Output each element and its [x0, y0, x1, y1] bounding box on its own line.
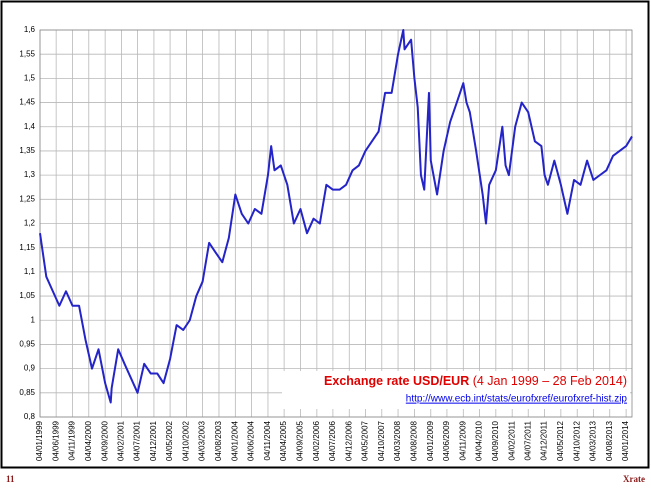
x-tick-label: 04/02/2001 [117, 420, 126, 461]
x-tick-label: 04/06/2004 [247, 420, 256, 461]
x-tick-label: 04/09/2005 [296, 420, 305, 461]
x-tick-label: 04/09/2000 [100, 420, 109, 461]
x-tick-label: 04/04/2005 [279, 420, 288, 461]
x-tick-label: 04/07/2006 [328, 420, 337, 461]
x-tick-label: 04/01/2014 [621, 420, 630, 461]
y-tick-label: 0,9 [24, 364, 36, 373]
page-number: 11 [6, 474, 15, 484]
y-tick-label: 0,95 [19, 340, 35, 349]
annotation-period: (4 Jan 1999 – 28 Feb 2014) [473, 374, 627, 388]
y-tick-label: 1,35 [19, 146, 35, 155]
x-tick-label: 04/07/2001 [133, 420, 142, 461]
x-tick-label: 04/12/2001 [149, 420, 158, 461]
y-tick-label: 1,3 [24, 170, 36, 179]
x-tick-label: 04/06/2009 [442, 420, 451, 461]
x-tick-label: 04/03/2008 [393, 420, 402, 461]
y-tick-label: 1,25 [19, 194, 35, 203]
y-tick-label: 1,4 [24, 122, 36, 131]
y-tick-label: 1,45 [19, 98, 35, 107]
x-tick-label: 04/02/2006 [312, 420, 321, 461]
y-tick-label: 1,55 [19, 49, 35, 58]
x-tick-label: 04/12/2011 [540, 420, 549, 460]
x-tick-label: 04/07/2011 [523, 420, 532, 460]
x-tick-label: 04/10/2002 [182, 420, 191, 461]
x-tick-label: 04/05/2007 [361, 420, 370, 461]
y-tick-label: 1,05 [19, 291, 35, 300]
y-tick-label: 1,6 [24, 25, 36, 34]
annotation-url: http://www.ecb.int/stats/eurofxref/eurof… [406, 394, 628, 405]
rate-line [39, 29, 633, 404]
x-tick-label: 04/05/2012 [556, 420, 565, 461]
y-tick-label: 0,85 [19, 388, 35, 397]
x-tick-label: 04/02/2011 [507, 420, 516, 460]
plot-border [39, 29, 633, 418]
y-tick-label: 1,5 [24, 73, 36, 82]
annotation-background [282, 371, 630, 409]
plot: 0,8 0,85 0,9 0,95 1 1,05 1,1 1,15 1,2 1,25 1,3 1,35… [19, 25, 633, 461]
x-tick-label: 04/01/2009 [426, 420, 435, 461]
x-tick-label: 04/10/2012 [572, 420, 581, 461]
x-tick-label: 04/04/2000 [84, 420, 93, 461]
x-tick-label: 04/11/2009 [458, 420, 467, 460]
x-tick-label: 04/08/2008 [410, 420, 419, 461]
y-tick-label: 1,2 [24, 219, 36, 228]
x-tick-label: 04/01/2004 [230, 420, 239, 461]
x-tick-label: 04/04/2010 [475, 420, 484, 461]
x-tick-label: 04/03/2013 [588, 420, 597, 461]
x-tick-label: 04/05/2002 [165, 420, 174, 461]
x-tick-label: 04/12/2006 [344, 420, 353, 461]
x-tick-label: 04/06/1999 [51, 420, 60, 461]
y-tick-label: 0,8 [24, 412, 36, 421]
x-tick-label: 04/08/2013 [605, 420, 614, 461]
x-tick-label: 04/03/2003 [198, 420, 207, 461]
x-tick-label: 04/01/1999 [35, 420, 44, 461]
x-tick-label: 04/08/2003 [214, 420, 223, 461]
footer-label: Xrate [623, 474, 645, 484]
x-tick-label: 04/10/2007 [377, 420, 386, 461]
x-tick-label: 04/11/1999 [68, 420, 77, 460]
y-tick-label: 1,1 [24, 267, 36, 276]
y-tick-label: 1,15 [19, 243, 35, 252]
x-tick-label: 04/11/2004 [263, 420, 272, 460]
annotation-title: Exchange rate USD/EUR (4 Jan 1999 – 28 F… [324, 374, 627, 388]
x-tick-label: 04/09/2010 [491, 420, 500, 461]
annotation-title-bold: Exchange rate USD/EUR [324, 374, 469, 388]
y-tick-label: 1 [31, 315, 36, 324]
